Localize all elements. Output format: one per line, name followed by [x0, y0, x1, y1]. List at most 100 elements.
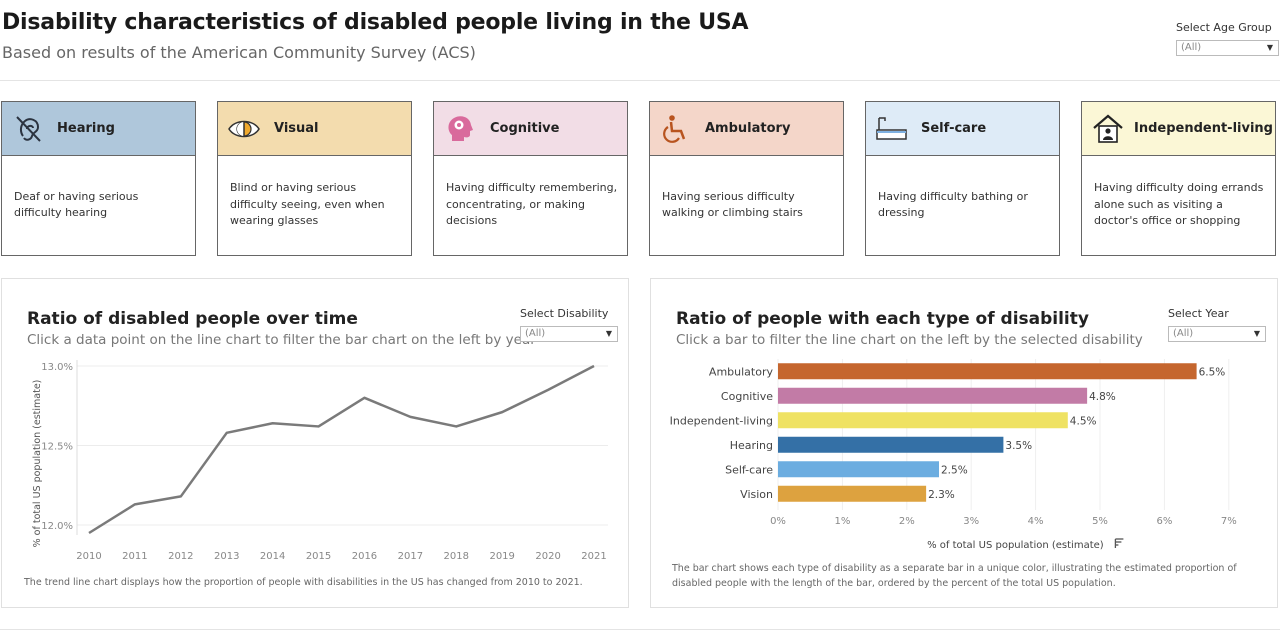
- x-tick-label: 2020: [535, 551, 560, 562]
- card-description: Having difficulty bathing or dressing: [878, 155, 1051, 255]
- data-point[interactable]: [268, 418, 278, 428]
- brain-icon: [448, 116, 473, 141]
- card-header: Visual: [218, 102, 411, 156]
- card-title: Self-care: [921, 121, 987, 136]
- card-title: Visual: [274, 121, 319, 136]
- x-tick-label: 2015: [306, 551, 331, 562]
- bar[interactable]: [778, 387, 1088, 404]
- card-description-text: Having difficulty remembering, concentra…: [446, 181, 618, 228]
- category-label: Ambulatory: [709, 365, 774, 378]
- value-label: 4.8%: [1089, 391, 1116, 403]
- category-label: Hearing: [730, 439, 773, 452]
- card-description: Blind or having serious difficulty seein…: [230, 155, 403, 255]
- x-tick-label: 2013: [214, 551, 239, 562]
- bar-chart-subtitle: Click a bar to filter the line chart on …: [676, 332, 1143, 348]
- line-chart: 12.0% 12.5% 13.0% 2010 2011 2012 2013 2014 2015 2…: [32, 360, 608, 562]
- bar[interactable]: [778, 436, 1004, 453]
- card-header: Hearing: [2, 102, 195, 156]
- category-label: Cognitive: [721, 390, 773, 403]
- chevron-down-icon: ▼: [1253, 329, 1260, 338]
- x-tick-label: 2018: [444, 551, 469, 562]
- age-group-select[interactable]: (All) ▼: [1176, 40, 1279, 56]
- bar-chart-title: Ratio of people with each type of disabi…: [676, 309, 1089, 329]
- x-tick-label: 2014: [260, 551, 285, 562]
- data-point[interactable]: [314, 421, 324, 431]
- x-tick-label: 1%: [834, 516, 850, 527]
- sort-descending-icon[interactable]: [1114, 538, 1124, 548]
- card-title: Ambulatory: [705, 121, 791, 136]
- x-tick-label: 2010: [76, 551, 101, 562]
- card-description-text: Having serious difficulty walking or cli…: [662, 189, 803, 220]
- card-description: Having difficulty remembering, concentra…: [446, 155, 619, 255]
- data-point[interactable]: [222, 428, 232, 438]
- category-label: Self-care: [725, 463, 773, 476]
- chevron-down-icon: ▼: [605, 329, 612, 338]
- data-point[interactable]: [451, 421, 461, 431]
- data-point[interactable]: [176, 491, 186, 501]
- line-chart-subtitle: Click a data point on the line chart to …: [27, 332, 536, 348]
- x-tick-label: 0%: [770, 516, 786, 527]
- value-label: 3.5%: [1005, 440, 1032, 452]
- x-tick-label: 2011: [122, 551, 147, 562]
- card-description: Having difficulty doing errands alone su…: [1094, 155, 1267, 255]
- x-tick-label: 7%: [1221, 516, 1237, 527]
- hearing-icon: [16, 116, 41, 142]
- year-select-value: (All): [1173, 328, 1194, 339]
- card-description-text: Blind or having serious difficulty seein…: [230, 181, 385, 228]
- card-header: Ambulatory: [650, 102, 843, 156]
- x-tick-label: 2012: [168, 551, 193, 562]
- x-tick-label: 2%: [899, 516, 915, 527]
- x-tick-label: 3%: [963, 516, 979, 527]
- value-label: 2.3%: [928, 489, 955, 501]
- x-tick-label: 2019: [489, 551, 514, 562]
- y-tick-label: 13.0%: [41, 362, 73, 373]
- card-description-text: Deaf or having serious difficulty hearin…: [14, 189, 139, 220]
- bar[interactable]: [778, 363, 1197, 380]
- trend-line[interactable]: [88, 364, 595, 535]
- data-point[interactable]: [405, 412, 415, 422]
- value-label: 6.5%: [1199, 366, 1226, 378]
- x-tick-label: 2017: [398, 551, 423, 562]
- disability-filter-label: Select Disability: [520, 307, 609, 320]
- category-label: Vision: [740, 488, 773, 501]
- x-tick-label: 2016: [352, 551, 377, 562]
- data-point[interactable]: [130, 499, 140, 509]
- year-select[interactable]: (All) ▼: [1168, 326, 1266, 342]
- eye-icon: [228, 120, 260, 138]
- bar[interactable]: [778, 485, 927, 502]
- disability-select[interactable]: (All) ▼: [520, 326, 618, 342]
- bathtub-icon: [876, 117, 907, 140]
- card-description-text: Having difficulty bathing or dressing: [878, 189, 1028, 220]
- card-cognitive: Cognitive Having difficulty remembering,…: [433, 101, 628, 256]
- disability-select-value: (All): [525, 328, 546, 339]
- header-divider: [0, 80, 1280, 81]
- y-tick-label: 12.0%: [41, 521, 73, 532]
- card-description: Deaf or having serious difficulty hearin…: [14, 155, 187, 255]
- year-filter-label: Select Year: [1168, 307, 1229, 320]
- data-point[interactable]: [497, 407, 507, 417]
- bar[interactable]: [778, 461, 939, 478]
- bar[interactable]: [778, 412, 1068, 429]
- x-axis-label: % of total US population (estimate): [927, 540, 1104, 551]
- card-independent-living: Independent-living Having difficulty doi…: [1081, 101, 1276, 256]
- footer-divider: [0, 629, 1280, 630]
- value-label: 4.5%: [1070, 415, 1097, 427]
- data-point[interactable]: [543, 385, 553, 395]
- home-person-icon: [1093, 114, 1123, 143]
- chevron-down-icon: ▼: [1266, 43, 1273, 52]
- category-label: Independent-living: [670, 414, 773, 427]
- data-point[interactable]: [359, 393, 369, 403]
- data-point[interactable]: [84, 528, 94, 538]
- card-self-care: Self-care Having difficulty bathing or d…: [865, 101, 1060, 256]
- data-point[interactable]: [589, 361, 599, 371]
- line-chart-note: The trend line chart displays how the pr…: [24, 577, 583, 588]
- card-title: Cognitive: [490, 121, 560, 136]
- card-header: Independent-living: [1082, 102, 1275, 156]
- card-title: Hearing: [57, 121, 115, 136]
- card-description: Having serious difficulty walking or cli…: [662, 155, 835, 255]
- page-title: Disability characteristics of disabled p…: [2, 10, 749, 35]
- bar-chart-note: The bar chart shows each type of disabil…: [672, 563, 1237, 589]
- bar-chart-panel: [650, 278, 1278, 608]
- x-tick-label: 4%: [1028, 516, 1044, 527]
- y-tick-label: 12.5%: [41, 442, 73, 453]
